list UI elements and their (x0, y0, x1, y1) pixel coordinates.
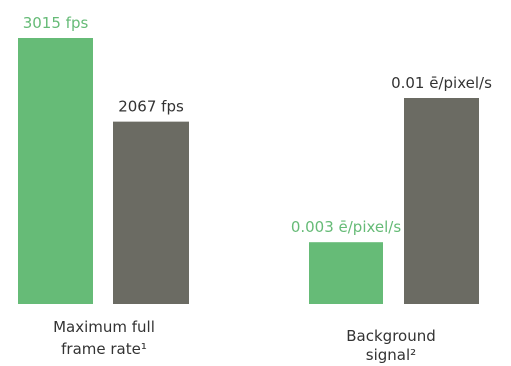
bar-value-label-0-0: 3015 fps (23, 14, 89, 32)
category-label-1-1: signal² (366, 346, 416, 364)
bar-value-label-1-0: 0.003 ē/pixel/s (291, 218, 402, 236)
category-label-0-1: frame rate¹ (61, 340, 147, 358)
chart-frame-rate: 3015 fps 2067 fps Maximum full frame rate¹ (18, 14, 189, 358)
bar-1-1 (404, 98, 479, 304)
bar-value-label-1-1: 0.01 ē/pixel/s (391, 74, 492, 92)
category-label-0-0: Maximum full (53, 318, 155, 336)
chart-background-signal: 0.003 ē/pixel/s 0.01 ē/pixel/s Backgrounds… (291, 74, 492, 364)
bar-0-1 (113, 121, 189, 304)
bar-1-0 (309, 242, 383, 304)
category-label-1-0: Background (346, 327, 436, 345)
bar-0-0 (18, 38, 93, 304)
bar-value-label-0-1: 2067 fps (118, 98, 184, 116)
